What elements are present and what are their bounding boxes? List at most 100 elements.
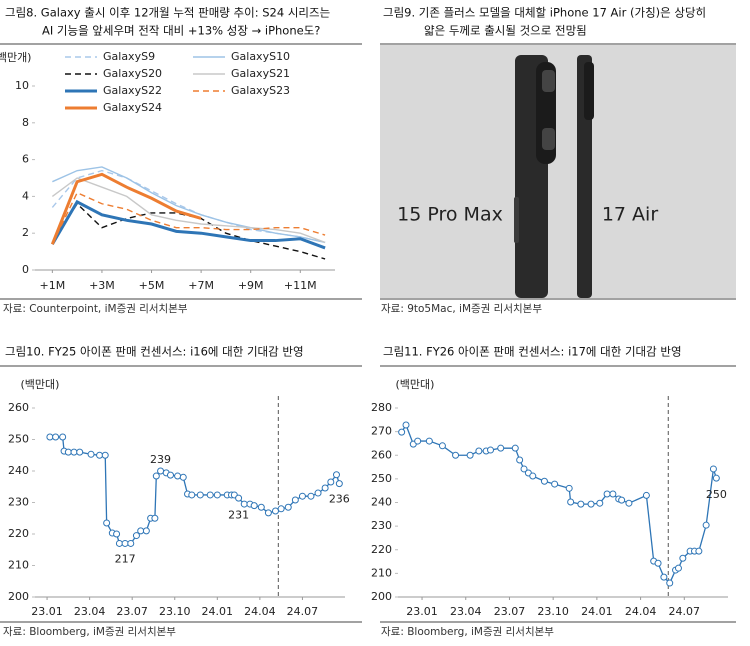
marker [520, 465, 528, 473]
marker [702, 521, 710, 529]
marker [654, 559, 662, 567]
y-tick-label: 210 [8, 559, 29, 572]
marker [660, 573, 668, 581]
figure-title: 그림10. FY25 아이폰 판매 컨센서스: i16에 대한 기대감 반영 [5, 345, 304, 359]
source: 자료: 9to5Mac, iM증권 리서치본부 [381, 303, 542, 315]
marker [529, 472, 537, 480]
marker [166, 471, 174, 479]
marker [335, 480, 343, 488]
marker [271, 507, 279, 515]
marker [511, 444, 519, 452]
legend-label: GalaxyS20 [103, 67, 162, 80]
figure-title: AI 기능을 앞세우며 전작 대비 +13% 성장 → iPhone도? [42, 24, 320, 38]
annotation: 236 [329, 493, 350, 506]
x-tick-label: 24.01 [202, 605, 234, 618]
x-tick-label: 23.10 [537, 605, 569, 618]
marker [625, 499, 633, 507]
line [51, 177, 326, 244]
marker [132, 532, 140, 540]
annotation: 239 [150, 453, 171, 466]
marker [475, 447, 483, 455]
marker [298, 492, 306, 500]
marker [137, 527, 145, 535]
marker [151, 514, 159, 522]
marker [284, 503, 292, 511]
x-tick-label: 24.04 [625, 605, 657, 618]
marker [70, 448, 78, 456]
legend-label: GalaxyS9 [103, 50, 155, 63]
marker [240, 500, 248, 508]
y-tick-label: 250 [8, 433, 29, 446]
marker [587, 500, 595, 508]
x-tick-label: +9M [238, 279, 264, 292]
x-tick-label: 23.07 [494, 605, 526, 618]
annotation: 231 [228, 508, 249, 521]
marker [264, 509, 272, 517]
marker [307, 492, 315, 500]
annotation: 217 [115, 552, 136, 565]
x-tick-label: 23.01 [31, 605, 63, 618]
marker [206, 491, 214, 499]
marker [425, 437, 433, 445]
y-axis-label: (백만대) [21, 378, 60, 391]
figure-title: 그림9. 기존 플러스 모델을 대체할 iPhone 17 Air (가칭)은 … [383, 6, 706, 20]
camera-lens [542, 128, 555, 150]
marker [452, 451, 460, 459]
marker [567, 498, 575, 506]
x-tick-label: 23.07 [116, 605, 148, 618]
marker [277, 505, 285, 513]
marker [188, 491, 196, 499]
x-tick-label: 23.01 [406, 605, 438, 618]
y-tick-label: 250 [371, 472, 392, 485]
annotation: 250 [706, 488, 727, 501]
marker [618, 496, 626, 504]
line [51, 199, 326, 250]
photo-background [380, 45, 736, 298]
marker [46, 433, 54, 441]
marker [577, 500, 585, 508]
y-tick-label: 10 [15, 79, 29, 92]
y-tick-label: 4 [22, 189, 29, 202]
marker [642, 491, 650, 499]
x-tick-label: +11M [284, 279, 317, 292]
marker [565, 484, 573, 492]
x-tick-label: 23.10 [159, 605, 191, 618]
marker [551, 480, 559, 488]
y-tick-label: 210 [371, 566, 392, 579]
marker [674, 564, 682, 572]
source: 자료: Bloomberg, iM증권 리서치본부 [381, 626, 554, 638]
marker [64, 448, 72, 456]
line [51, 202, 326, 260]
marker [59, 433, 67, 441]
marker [516, 456, 524, 464]
marker [314, 489, 322, 497]
marker [709, 465, 717, 473]
marker [152, 472, 160, 480]
source: 자료: Bloomberg, iM증권 리서치본부 [3, 626, 176, 638]
marker [157, 467, 165, 475]
x-tick-label: 24.07 [287, 605, 319, 618]
camera-lens [542, 70, 555, 92]
marker [196, 491, 204, 499]
marker [466, 451, 474, 459]
marker [540, 477, 548, 485]
marker [327, 478, 335, 486]
marker [438, 442, 446, 450]
y-tick-label: 200 [371, 590, 392, 603]
marker [487, 446, 495, 454]
photo-label: 15 Pro Max [397, 204, 503, 226]
marker [398, 428, 406, 436]
camera-bump [584, 62, 594, 120]
marker [291, 496, 299, 504]
marker [321, 484, 329, 492]
y-tick-label: 0 [22, 263, 29, 276]
figure-title: 그림11. FY26 아이폰 판매 컨센서스: i17에 대한 기대감 반영 [383, 345, 682, 359]
marker [250, 502, 258, 510]
x-tick-label: 24.07 [669, 605, 701, 618]
figure-title: 그림8. Galaxy 출시 이후 12개월 누적 판매량 추이: S24 시리… [5, 6, 330, 20]
y-tick-label: 230 [8, 496, 29, 509]
marker [257, 503, 265, 511]
x-tick-label: +7M [188, 279, 214, 292]
x-tick-label: +1M [39, 279, 65, 292]
